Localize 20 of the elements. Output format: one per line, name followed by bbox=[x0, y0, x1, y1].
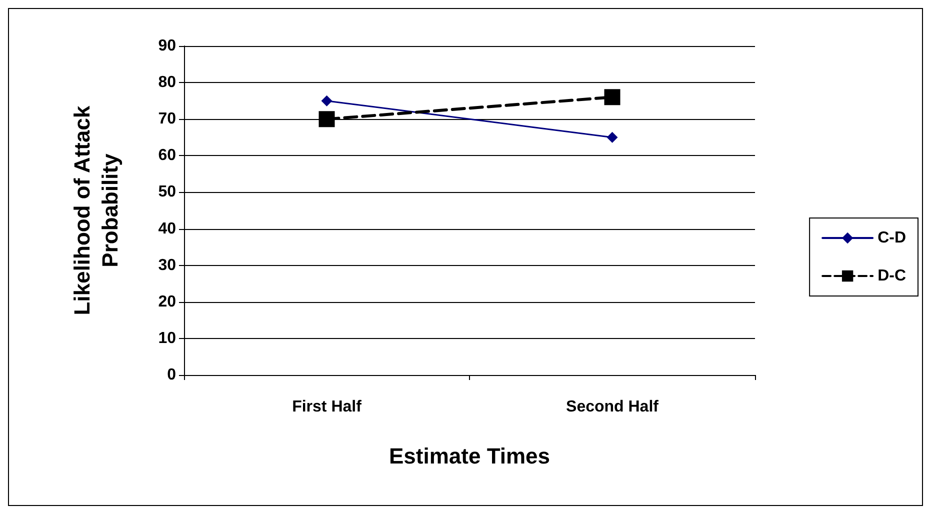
y-tick-label: 10 bbox=[158, 330, 176, 347]
legend-label: D-C bbox=[878, 268, 906, 284]
y-tick-label: 50 bbox=[158, 184, 176, 201]
legend-label: C-D bbox=[878, 230, 906, 246]
x-tick-label: First Half bbox=[292, 398, 362, 416]
x-axis-title: Estimate Times bbox=[388, 444, 550, 468]
x-tick-label: Second Half bbox=[566, 398, 660, 416]
y-tick-label: 80 bbox=[158, 74, 176, 92]
y-tick-label: 90 bbox=[158, 38, 176, 54]
y-tick-label: 40 bbox=[158, 220, 176, 238]
y-axis-title: Likelihood of Attack Probability bbox=[70, 105, 122, 316]
y-tick-label: 0 bbox=[167, 366, 176, 384]
point bbox=[604, 89, 620, 106]
y-tick-label: 70 bbox=[158, 110, 176, 128]
y-tick-label: 30 bbox=[158, 256, 176, 274]
point bbox=[606, 132, 618, 143]
point bbox=[318, 111, 335, 128]
y-tick-label: 20 bbox=[158, 293, 176, 310]
point bbox=[321, 95, 332, 106]
y-tick-label: 60 bbox=[158, 147, 176, 164]
